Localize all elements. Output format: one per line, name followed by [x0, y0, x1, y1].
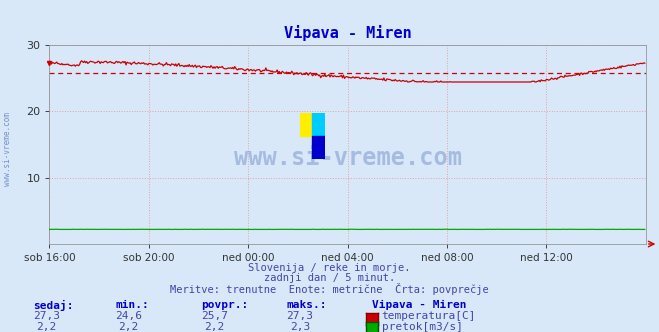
Text: maks.:: maks.:	[287, 300, 327, 310]
Bar	[300, 113, 312, 136]
Text: www.si-vreme.com: www.si-vreme.com	[234, 146, 461, 170]
Text: 2,2: 2,2	[36, 322, 56, 332]
Text: 2,2: 2,2	[204, 322, 224, 332]
Text: povpr.:: povpr.:	[201, 300, 248, 310]
Text: Meritve: trenutne  Enote: metrične  Črta: povprečje: Meritve: trenutne Enote: metrične Črta: …	[170, 283, 489, 295]
Text: zadnji dan / 5 minut.: zadnji dan / 5 minut.	[264, 273, 395, 283]
Text: 27,3: 27,3	[33, 311, 59, 321]
Text: 2,2: 2,2	[119, 322, 138, 332]
Bar	[312, 136, 325, 159]
Text: Vipava - Miren: Vipava - Miren	[372, 300, 467, 310]
Text: www.si-vreme.com: www.si-vreme.com	[3, 113, 13, 186]
Text: temperatura[C]: temperatura[C]	[382, 311, 476, 321]
Title: Vipava - Miren: Vipava - Miren	[284, 25, 411, 41]
Text: 2,3: 2,3	[290, 322, 310, 332]
Text: 27,3: 27,3	[287, 311, 313, 321]
Text: 24,6: 24,6	[115, 311, 142, 321]
Text: pretok[m3/s]: pretok[m3/s]	[382, 322, 463, 332]
Text: 25,7: 25,7	[201, 311, 227, 321]
Text: Slovenija / reke in morje.: Slovenija / reke in morje.	[248, 263, 411, 273]
Bar	[312, 113, 325, 136]
Text: sedaj:: sedaj:	[33, 300, 73, 311]
Text: min.:: min.:	[115, 300, 149, 310]
